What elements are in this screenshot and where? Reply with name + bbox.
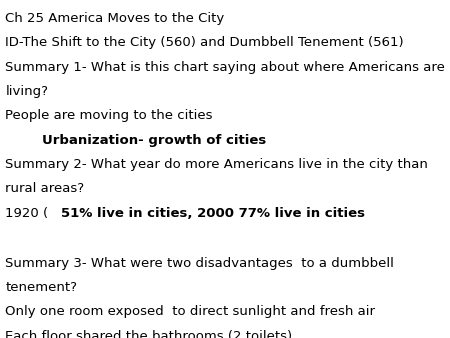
Text: Summary 2- What year do more Americans live in the city than: Summary 2- What year do more Americans l… (5, 158, 428, 171)
Text: tenement?: tenement? (5, 281, 77, 294)
Text: Ch 25 America Moves to the City: Ch 25 America Moves to the City (5, 12, 225, 25)
Text: People are moving to the cities: People are moving to the cities (5, 109, 213, 122)
Text: Summary 1- What is this chart saying about where Americans are: Summary 1- What is this chart saying abo… (5, 61, 445, 73)
Text: Only one room exposed  to direct sunlight and fresh air: Only one room exposed to direct sunlight… (5, 305, 375, 318)
Text: 1920 (: 1920 ( (5, 207, 49, 219)
Text: living?: living? (5, 85, 49, 98)
Text: ID-The Shift to the City (560) and Dumbbell Tenement (561): ID-The Shift to the City (560) and Dumbb… (5, 36, 404, 49)
Text: Urbanization- growth of cities: Urbanization- growth of cities (5, 134, 267, 146)
Text: Each floor shared the bathrooms (2 toilets): Each floor shared the bathrooms (2 toile… (5, 330, 292, 338)
Text: rural areas?: rural areas? (5, 182, 85, 195)
Text: 51% live in cities, 2000 77% live in cities: 51% live in cities, 2000 77% live in cit… (61, 207, 365, 219)
Text: Summary 3- What were two disadvantages  to a dumbbell: Summary 3- What were two disadvantages t… (5, 257, 394, 269)
